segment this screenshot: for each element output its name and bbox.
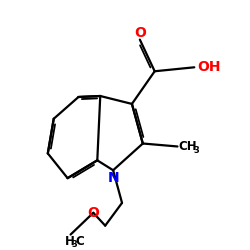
Text: O: O: [88, 206, 99, 220]
Text: 3: 3: [72, 240, 77, 250]
Text: 3: 3: [193, 146, 199, 155]
Text: C: C: [75, 235, 84, 248]
Text: CH: CH: [179, 140, 197, 153]
Text: H: H: [64, 235, 74, 248]
Text: N: N: [108, 171, 120, 185]
Text: O: O: [134, 26, 146, 40]
Text: OH: OH: [197, 60, 221, 74]
